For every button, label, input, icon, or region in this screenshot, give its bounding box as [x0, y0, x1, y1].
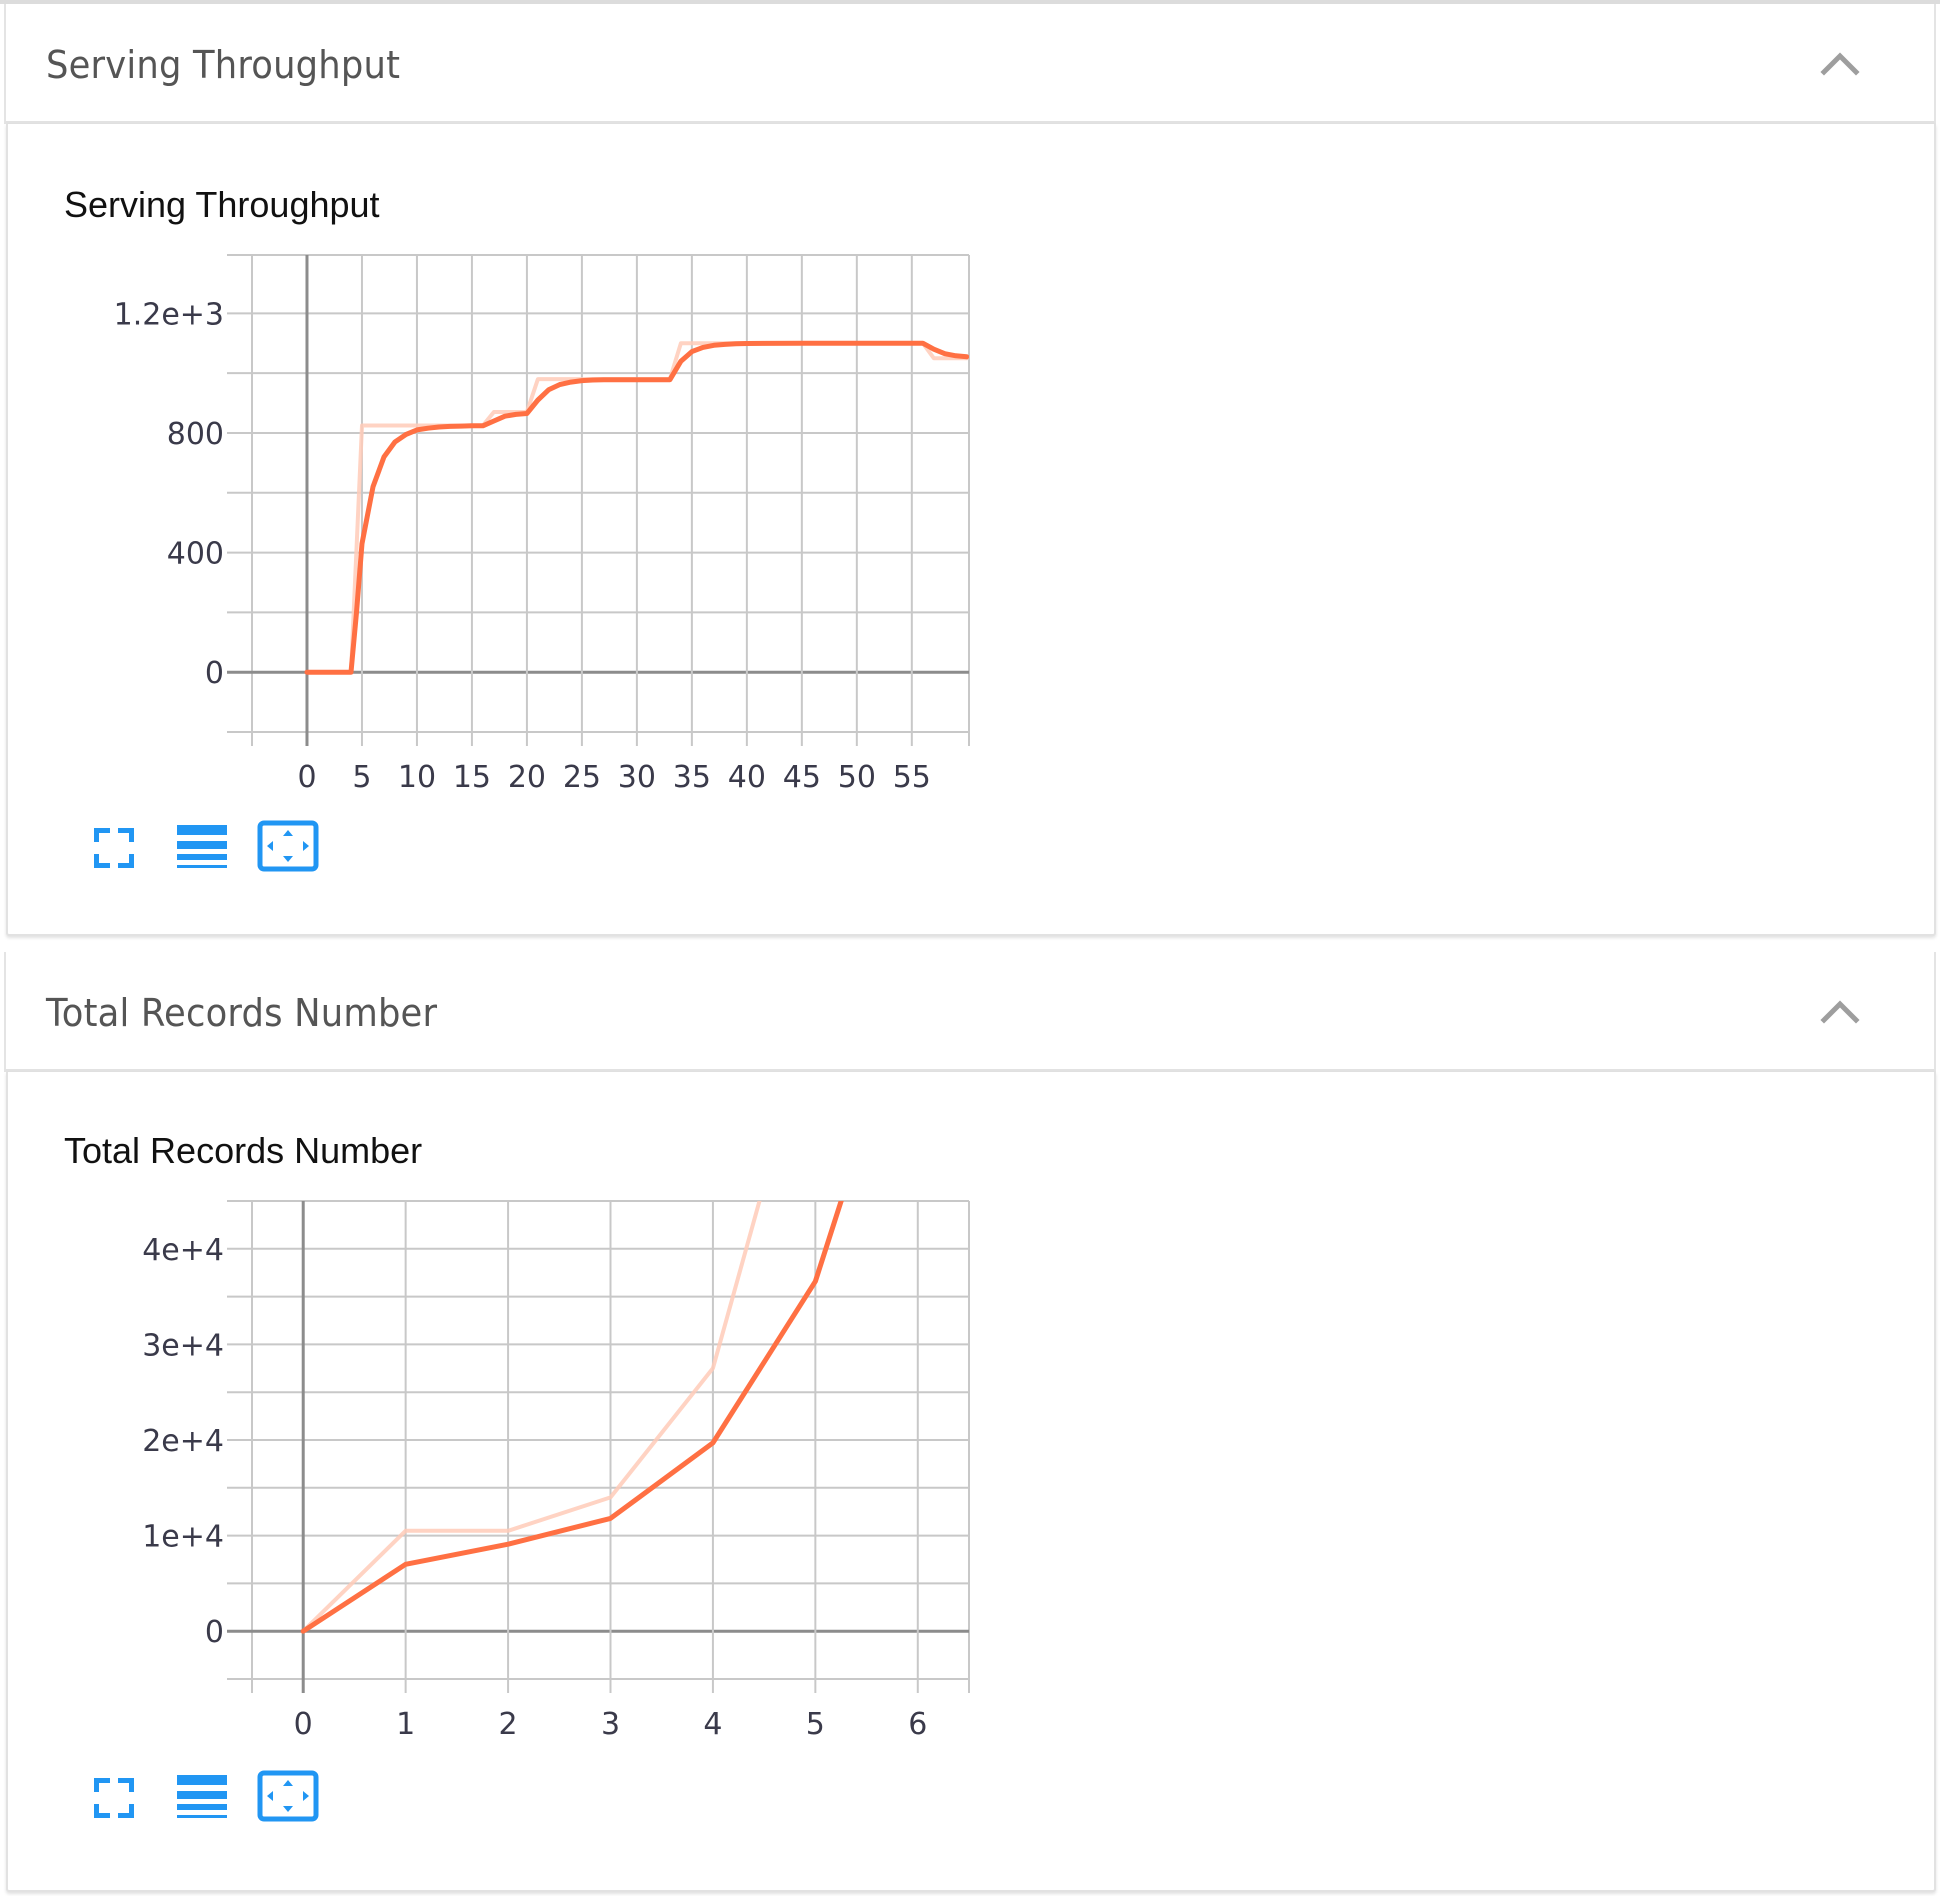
- svg-text:400: 400: [167, 537, 224, 572]
- lines-icon[interactable]: [170, 1770, 234, 1826]
- expand-corners-icon[interactable]: [82, 820, 146, 876]
- fit-to-screen-icon[interactable]: [256, 1770, 320, 1826]
- section-total-records-number: Total Records Number Total Records Numbe…: [4, 952, 1938, 1896]
- tick-labels: 0 1e+4 2e+4 3e+4 4e+4 0 1 2 3 4 5 6: [142, 1233, 927, 1742]
- chevron-up-icon[interactable]: [1818, 994, 1862, 1028]
- section-serving-throughput: Serving Throughput Serving Throughput 0 4…: [4, 4, 1938, 944]
- svg-text:0: 0: [297, 760, 316, 795]
- smoothed-line: [300, 1201, 844, 1634]
- lines-icon[interactable]: [170, 820, 234, 876]
- svg-text:2: 2: [499, 1707, 518, 1742]
- tick-labels: 0 400 800 1.2e+3 0 5 10 15 20 25 30 35 40 45 50 55: [114, 297, 931, 795]
- section-title: Serving Throughput: [46, 43, 401, 87]
- svg-text:800: 800: [167, 417, 224, 452]
- section-header[interactable]: Serving Throughput: [4, 4, 1936, 124]
- svg-text:0: 0: [205, 1615, 224, 1650]
- fit-to-screen-icon[interactable]: [256, 820, 320, 876]
- grid: [227, 1200, 970, 1693]
- svg-text:1.2e+3: 1.2e+3: [114, 297, 224, 332]
- line-chart-total-records-number[interactable]: 0 1e+4 2e+4 3e+4 4e+4 0 1 2 3 4 5 6: [8, 1072, 1008, 1752]
- svg-text:20: 20: [508, 760, 546, 795]
- chevron-up-icon[interactable]: [1818, 46, 1862, 80]
- svg-text:5: 5: [806, 1707, 825, 1742]
- line-chart-serving-throughput[interactable]: 0 400 800 1.2e+3 0 5 10 15 20 25 30 35 40 45 50 55: [8, 124, 1008, 804]
- raw-line: [301, 1201, 762, 1634]
- section-header[interactable]: Total Records Number: [4, 952, 1936, 1072]
- svg-text:0: 0: [294, 1707, 313, 1742]
- chart-card: Serving Throughput 0 400 800 1.2e+3 0 5 10 15 20…: [6, 124, 1936, 936]
- svg-text:0: 0: [205, 656, 224, 691]
- svg-text:3e+4: 3e+4: [142, 1328, 224, 1363]
- svg-text:1e+4: 1e+4: [142, 1520, 224, 1555]
- svg-text:50: 50: [838, 760, 876, 795]
- svg-text:6: 6: [908, 1707, 927, 1742]
- svg-text:15: 15: [453, 760, 491, 795]
- svg-text:4: 4: [703, 1707, 722, 1742]
- smoothed-line: [304, 340, 969, 675]
- svg-text:5: 5: [352, 760, 371, 795]
- series: [304, 340, 969, 675]
- expand-corners-icon[interactable]: [82, 1770, 146, 1826]
- svg-text:10: 10: [398, 760, 436, 795]
- grid: [227, 254, 970, 746]
- svg-text:40: 40: [728, 760, 766, 795]
- chart-title: Total Records Number: [64, 1130, 423, 1171]
- svg-text:2e+4: 2e+4: [142, 1424, 224, 1459]
- chart-card: Total Records Number 0 1e+4 2e+4 3e+4 4e+4 0 1…: [6, 1072, 1936, 1892]
- svg-text:1: 1: [396, 1707, 415, 1742]
- svg-text:4e+4: 4e+4: [142, 1233, 224, 1268]
- svg-text:35: 35: [673, 760, 711, 795]
- svg-text:55: 55: [893, 760, 931, 795]
- svg-text:25: 25: [563, 760, 601, 795]
- section-title: Total Records Number: [46, 991, 438, 1035]
- svg-text:30: 30: [618, 760, 656, 795]
- chart-title: Serving Throughput: [64, 184, 380, 225]
- svg-text:45: 45: [783, 760, 821, 795]
- svg-text:3: 3: [601, 1707, 620, 1742]
- top-border: [0, 0, 1940, 4]
- series: [300, 1201, 844, 1634]
